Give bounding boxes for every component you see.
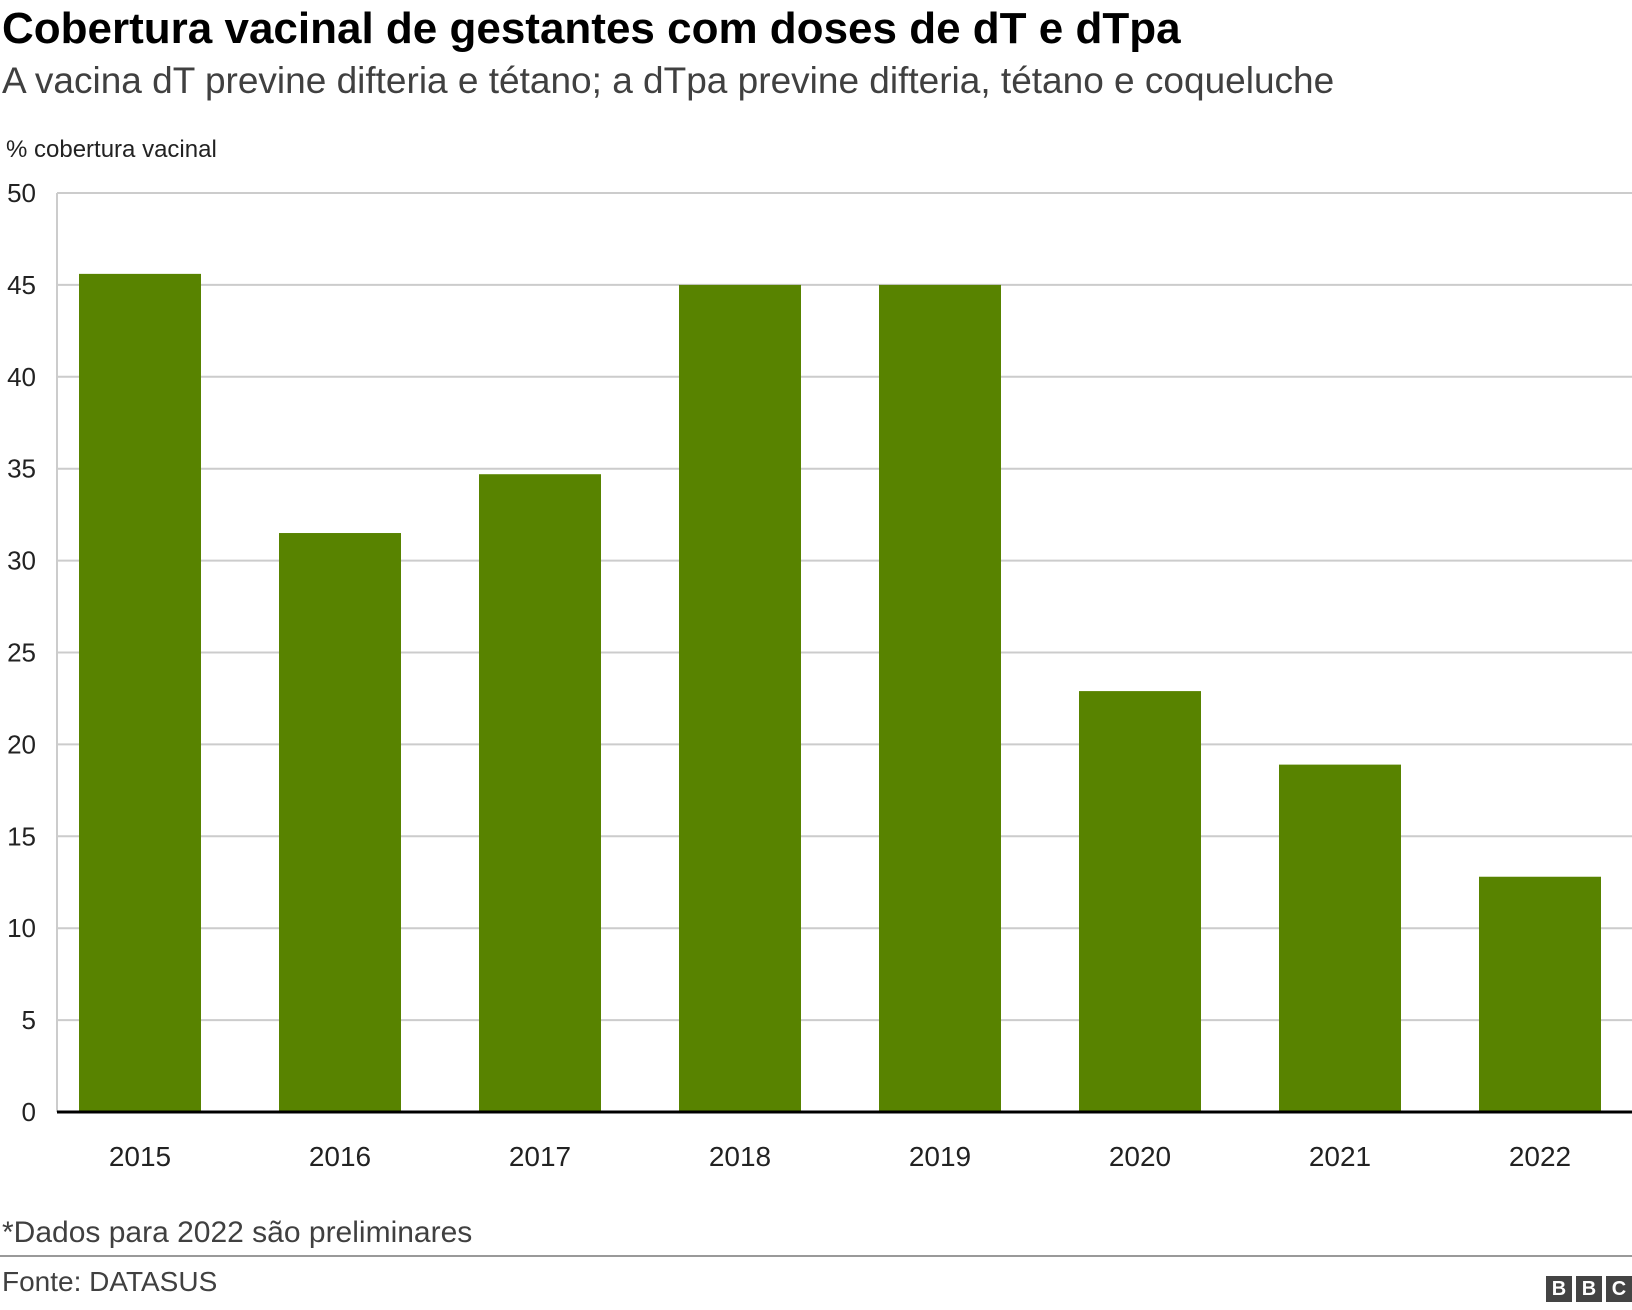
- bar: [479, 474, 601, 1112]
- y-tick-label: 30: [7, 546, 36, 576]
- chart-subtitle: A vacina dT previne difteria e tétano; a…: [2, 60, 1335, 101]
- bar: [279, 533, 401, 1112]
- y-tick-label: 10: [7, 913, 36, 943]
- y-tick-label: 25: [7, 638, 36, 668]
- y-tick-label: 0: [22, 1097, 36, 1127]
- bar: [679, 284, 801, 1112]
- bar: [1479, 876, 1601, 1112]
- y-tick-label: 5: [22, 1005, 36, 1035]
- x-tick-label: 2021: [1309, 1141, 1371, 1172]
- logo-letter: C: [1606, 1276, 1632, 1302]
- bar-chart: 0 5 10 15 20 25 30 35 40 45 50 2015 2016 2017 2018 2019…: [7, 178, 1632, 1172]
- bar: [879, 284, 1001, 1112]
- bar: [79, 273, 201, 1112]
- y-axis-label: % cobertura vacinal: [6, 136, 217, 163]
- x-tick-label: 2016: [309, 1141, 371, 1172]
- y-tick-label: 50: [7, 178, 36, 208]
- bbc-logo: B B C: [1546, 1276, 1632, 1302]
- bar: [1279, 764, 1401, 1112]
- logo-letter: B: [1576, 1276, 1602, 1302]
- y-tick-label: 20: [7, 729, 36, 759]
- footnote: *Dados para 2022 são preliminares: [2, 1216, 473, 1249]
- chart-title: Cobertura vacinal de gestantes com doses…: [2, 4, 1181, 53]
- x-tick-label: 2018: [709, 1141, 771, 1172]
- y-tick-label: 35: [7, 454, 36, 484]
- divider: [0, 1255, 1632, 1257]
- y-tick-label: 45: [7, 270, 36, 300]
- x-tick-label: 2020: [1109, 1141, 1171, 1172]
- x-tick-label: 2017: [509, 1141, 571, 1172]
- y-tick-label: 15: [7, 821, 36, 851]
- y-tick-label: 40: [7, 362, 36, 392]
- source-text: Fonte: DATASUS: [2, 1266, 218, 1297]
- bar: [1079, 691, 1201, 1112]
- x-tick-label: 2019: [909, 1141, 971, 1172]
- logo-letter: B: [1546, 1276, 1572, 1302]
- x-tick-label: 2022: [1509, 1141, 1571, 1172]
- x-tick-label: 2015: [109, 1141, 171, 1172]
